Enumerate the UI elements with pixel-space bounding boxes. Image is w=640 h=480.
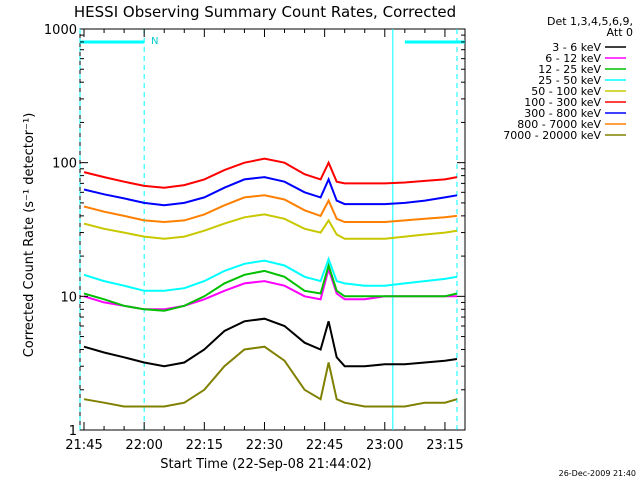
x-tick-label: 21:45 <box>65 438 102 453</box>
y-axis-label: Corrected Count Rate (s⁻¹ detector⁻¹) <box>22 113 37 358</box>
footer-timestamp: 26-Dec-2009 21:40 <box>559 469 636 478</box>
chart-title: HESSI Observing Summary Count Rates, Cor… <box>74 3 456 21</box>
series-line-9 <box>83 345 458 408</box>
legend-label: 12 - 25 keV <box>538 63 601 76</box>
legend-label: 50 - 100 keV <box>531 85 601 98</box>
legend-label: 300 - 800 keV <box>524 107 601 120</box>
series-line-7 <box>83 176 458 207</box>
vertical-markers <box>79 29 458 430</box>
y-tick-label: 1000 <box>44 23 77 38</box>
series-line-5 <box>83 213 458 240</box>
series-line-8 <box>83 194 458 224</box>
y-tick-label: 10 <box>60 290 77 305</box>
series-line-1 <box>83 317 458 368</box>
x-tick-label: 22:30 <box>246 438 283 453</box>
y-tick-label: 1 <box>69 424 77 439</box>
marker-label-n: N <box>151 36 158 47</box>
x-tick-label: 22:15 <box>186 438 223 453</box>
y-tick-label: 100 <box>52 157 77 172</box>
legend-label: 25 - 50 keV <box>538 74 601 87</box>
plot-frame <box>79 28 466 431</box>
legend-label: 3 - 6 keV <box>552 41 601 54</box>
series-line-4 <box>83 256 458 292</box>
legend-header: Det 1,3,4,5,6,9, <box>547 15 633 28</box>
legend-header: Att 0 <box>607 26 633 39</box>
series-line-6 <box>83 157 458 189</box>
x-axis-label: Start Time (22-Sep-08 21:44:02) <box>160 457 371 472</box>
x-tick-label: 23:00 <box>366 438 403 453</box>
series-lines <box>83 157 458 408</box>
series-line-3 <box>83 262 458 312</box>
axes: 1 10 100 1000 21:45 22:00 22:15 22:30 22:45 23:00… <box>44 23 466 453</box>
legend-label: 800 - 7000 keV <box>517 118 601 131</box>
legend-label: 7000 - 20000 keV <box>503 129 601 142</box>
legend-label: 6 - 12 keV <box>545 52 601 65</box>
x-tick-label: 22:00 <box>125 438 162 453</box>
legend-label: 100 - 300 keV <box>524 96 601 109</box>
x-tick-label: 23:15 <box>426 438 463 453</box>
x-tick-label: 22:45 <box>306 438 343 453</box>
